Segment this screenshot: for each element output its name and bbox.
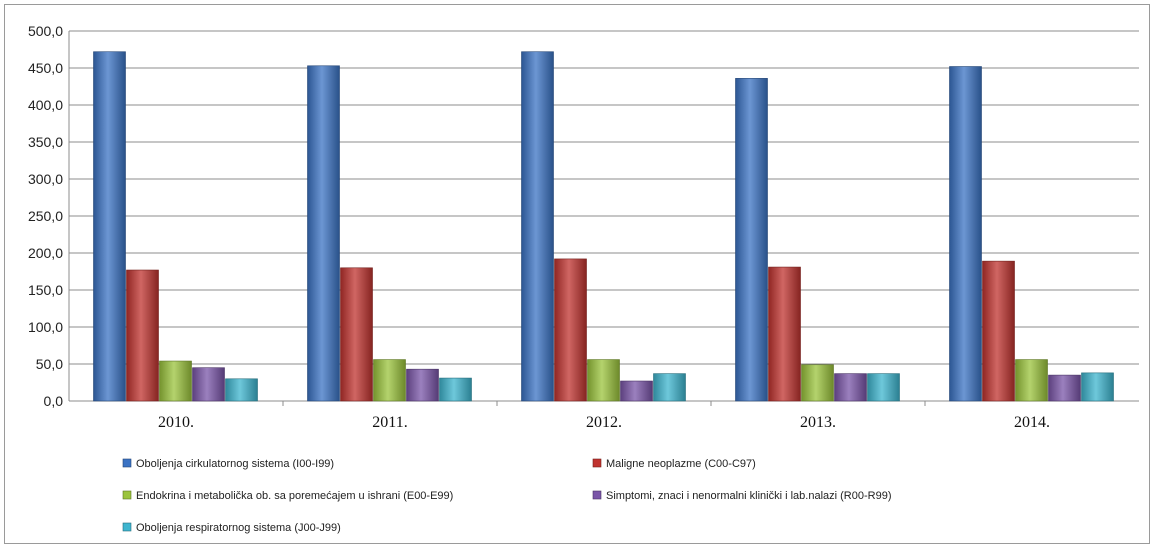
- axis-labels: 0,0 50,0 100,0 150,0 200,0 250,0 300,0 350,0 400…: [28, 23, 1050, 431]
- x-tick-label: 2014.: [1014, 414, 1050, 431]
- y-tick-label: 0,0: [44, 393, 64, 409]
- legend-swatch: [592, 490, 602, 500]
- bar: [225, 378, 258, 402]
- bar: [521, 51, 554, 402]
- y-tick-label: 250,0: [28, 208, 63, 224]
- bar: [373, 359, 406, 402]
- legend-label: Oboljenja cirkulatornog sistema (I00-I99…: [136, 458, 334, 470]
- x-tick-label: 2013.: [800, 414, 836, 431]
- bar: [439, 377, 472, 402]
- bar: [340, 267, 373, 402]
- y-tick-label: 200,0: [28, 245, 63, 261]
- bar: [406, 368, 439, 402]
- bar: [554, 258, 587, 402]
- legend-label: Maligne neoplazme (C00-C97): [606, 458, 756, 470]
- bar: [949, 66, 982, 402]
- bar: [735, 78, 768, 402]
- y-tick-label: 300,0: [28, 171, 63, 187]
- legend-swatch: [122, 490, 132, 500]
- x-tick-label: 2011.: [372, 414, 407, 431]
- bar: [867, 373, 900, 402]
- chart-frame: 0,0 50,0 100,0 150,0 200,0 250,0 300,0 350,0 400…: [4, 4, 1150, 544]
- bar: [307, 65, 340, 402]
- legend-label: Endokrina i metabolička ob. sa poremećaj…: [136, 490, 453, 502]
- bars: [93, 51, 1114, 402]
- bar: [1015, 359, 1048, 402]
- bar: [1081, 372, 1114, 402]
- y-tick-label: 450,0: [28, 60, 63, 76]
- x-tick-label: 2012.: [586, 414, 622, 431]
- y-tick-label: 100,0: [28, 319, 63, 335]
- bar: [126, 269, 159, 402]
- y-tick-label: 150,0: [28, 282, 63, 298]
- bar: [587, 359, 620, 402]
- bar: [620, 380, 653, 402]
- bar: [192, 367, 225, 402]
- bar-chart: 0,0 50,0 100,0 150,0 200,0 250,0 300,0 350,0 400…: [28, 23, 1139, 534]
- bar: [653, 373, 686, 402]
- bar: [768, 266, 801, 402]
- legend-swatch: [122, 522, 132, 532]
- y-tick-label: 500,0: [28, 23, 63, 39]
- bar: [801, 364, 834, 402]
- y-tick-label: 50,0: [36, 356, 63, 372]
- bar: [982, 260, 1015, 402]
- legend: Oboljenja cirkulatornog sistema (I00-I99…: [122, 458, 892, 534]
- y-tick-label: 350,0: [28, 134, 63, 150]
- bar: [1048, 374, 1081, 402]
- x-tick-label: 2010.: [158, 414, 194, 431]
- bar: [834, 373, 867, 402]
- bar: [93, 51, 126, 402]
- legend-label: Simptomi, znaci i nenormalni klinički i …: [606, 490, 892, 502]
- legend-swatch: [592, 458, 602, 468]
- legend-label: Oboljenja respiratornog sistema (J00-J99…: [136, 522, 341, 534]
- bar: [159, 360, 192, 402]
- y-tick-label: 400,0: [28, 97, 63, 113]
- legend-swatch: [122, 458, 132, 468]
